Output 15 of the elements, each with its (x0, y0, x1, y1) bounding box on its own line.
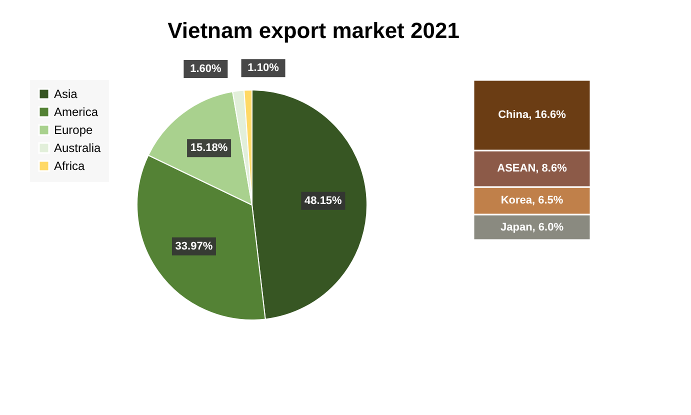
legend-label: Europe (54, 123, 94, 137)
data-label: 15.18% (190, 142, 228, 154)
data-label: Korea, 6.5% (500, 194, 564, 207)
data-label: 1.60% (190, 62, 222, 75)
data-label: 48.15% (304, 194, 342, 207)
legend-label: America (54, 105, 98, 119)
legend-label: Australia (54, 141, 102, 155)
data-label: Japan, 6.0% (500, 221, 564, 234)
chart-title: Vietnam export market 2021 (168, 18, 460, 44)
data-label: China, 16.6% (498, 109, 566, 122)
legend-label: Asia (54, 87, 78, 101)
data-label: 33.97% (175, 240, 213, 252)
data-label: ASEAN, 8.6% (497, 162, 568, 175)
legend-label: Africa (54, 159, 85, 173)
data-label: 1.10% (248, 62, 280, 74)
